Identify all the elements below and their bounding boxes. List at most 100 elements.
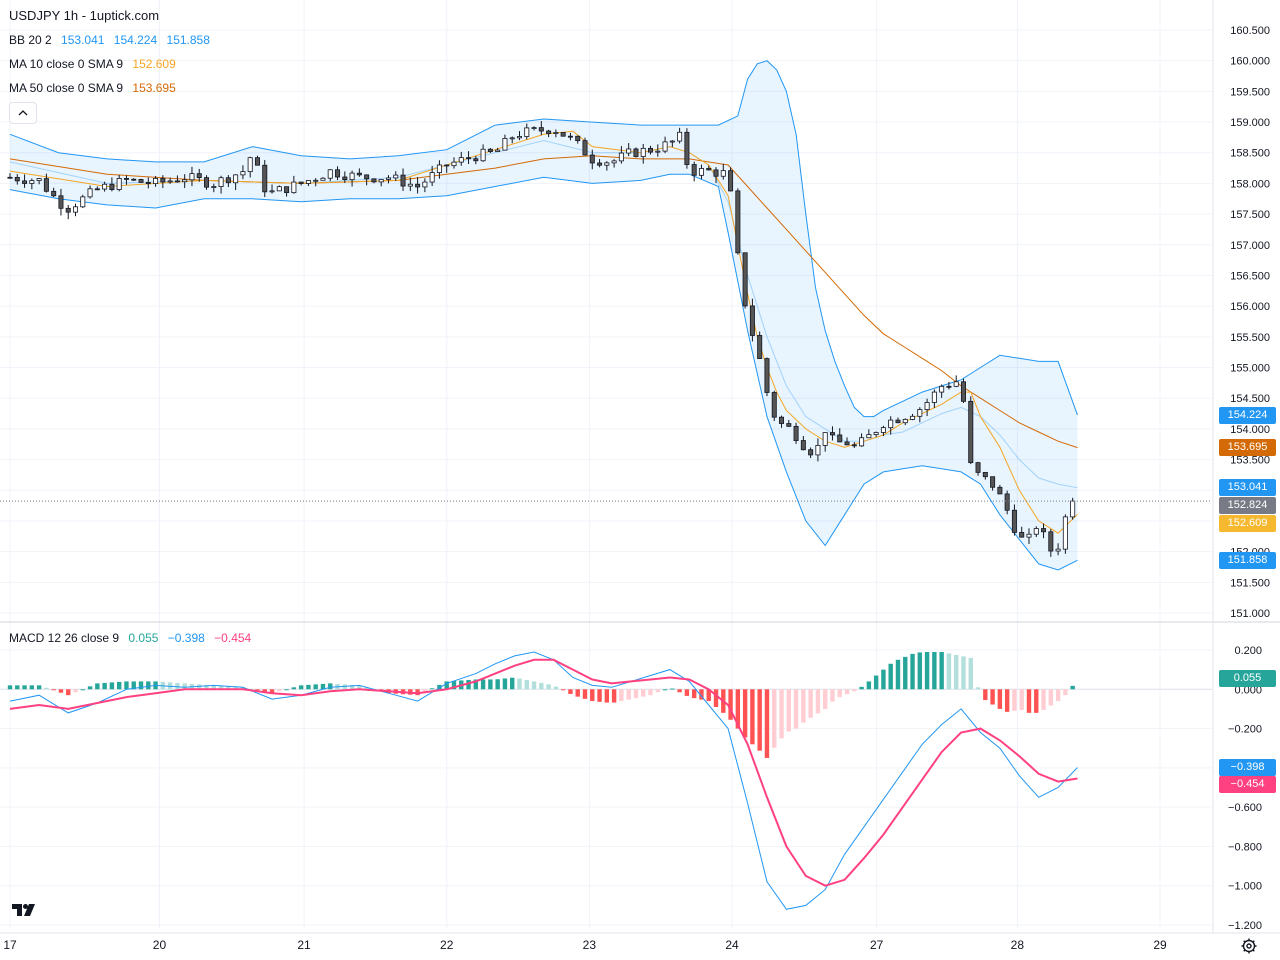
- macd-histogram-bar: [473, 679, 479, 690]
- candle: [1041, 523, 1047, 539]
- candle: [480, 144, 486, 162]
- candle: [160, 175, 166, 189]
- macd-histogram-bar: [182, 683, 187, 690]
- candle: [102, 181, 108, 192]
- candle-body: [662, 141, 668, 152]
- macd-histogram-bar: [750, 689, 755, 745]
- candle-body: [1055, 548, 1061, 552]
- macd-histogram-bar: [655, 689, 660, 693]
- candle-body: [953, 381, 959, 387]
- candle: [691, 161, 697, 182]
- macd-histogram-bar: [539, 682, 544, 690]
- price-axis[interactable]: 151.000151.500152.000152.500153.000153.5…: [1228, 25, 1270, 932]
- candle-body: [487, 148, 493, 152]
- candle: [320, 177, 326, 181]
- price-tick-label: 158.000: [1230, 178, 1270, 190]
- candle-body: [131, 178, 137, 181]
- candle-body: [939, 385, 945, 393]
- candle-body: [385, 177, 391, 180]
- candle: [247, 156, 253, 178]
- macd-histogram-bar: [517, 678, 522, 690]
- macd-histogram-bar: [975, 687, 981, 690]
- macd-histogram-bar: [590, 689, 595, 702]
- price-tick-label: 160.500: [1230, 25, 1270, 37]
- macd-histogram-bar: [109, 682, 115, 690]
- macd-signal-line: [9, 658, 1078, 887]
- candle: [815, 438, 821, 462]
- macd-histogram-bar: [604, 689, 610, 703]
- candle: [968, 396, 974, 465]
- candle-body: [917, 409, 923, 417]
- candle-body: [698, 168, 704, 176]
- candle-body: [604, 162, 610, 166]
- macd-histogram-bar: [226, 686, 231, 690]
- candle-body: [22, 180, 28, 184]
- candle-body: [975, 462, 981, 473]
- macd-histogram-bar: [961, 656, 966, 690]
- candle: [808, 447, 814, 459]
- candle-body: [611, 160, 617, 164]
- candle-body: [291, 181, 297, 194]
- ma50-legend[interactable]: MA 50 close 0 SMA 9 153.695: [9, 81, 176, 95]
- candle-body: [473, 158, 479, 162]
- candle: [1070, 497, 1076, 520]
- macd-histogram-bar: [44, 687, 49, 690]
- candle-body: [757, 335, 763, 359]
- candle: [633, 147, 639, 158]
- candle: [749, 298, 755, 342]
- price-tick-label: 151.000: [1230, 608, 1270, 620]
- candle-body: [960, 381, 966, 402]
- grid-lines: [0, 0, 1280, 934]
- candle: [975, 461, 981, 476]
- candle-body: [1011, 509, 1017, 533]
- candle-body: [589, 154, 595, 164]
- tradingview-logo-icon[interactable]: [10, 900, 38, 920]
- candle-body: [400, 174, 406, 187]
- time-tick-label: 28: [1011, 938, 1025, 952]
- candle: [771, 390, 777, 422]
- candle-body: [422, 181, 428, 188]
- time-tick-label: 24: [725, 938, 739, 952]
- macd-histogram-bar: [7, 685, 13, 690]
- candle-body: [640, 147, 646, 157]
- collapse-legend-button[interactable]: [9, 102, 37, 124]
- tag-ma50: 153.695: [1219, 439, 1276, 457]
- candle: [436, 160, 442, 179]
- candle-body: [298, 181, 304, 184]
- macd-legend[interactable]: MACD 12 26 close 9 0.055 −0.398 −0.454: [9, 631, 251, 645]
- macd-histogram-bar: [997, 689, 1003, 709]
- candle-body: [531, 127, 537, 130]
- candle-body: [982, 472, 988, 478]
- candle-body: [866, 434, 872, 439]
- candle-body: [560, 132, 566, 137]
- candle: [509, 136, 515, 144]
- candle-body: [771, 392, 777, 418]
- ma10-legend[interactable]: MA 10 close 0 SMA 9 152.609: [9, 57, 176, 71]
- macd-histogram-bar: [728, 689, 733, 720]
- time-axis[interactable]: 17 20 21 22 23 24 27 28 29: [3, 938, 1167, 952]
- candle-body: [480, 148, 486, 162]
- candle-body: [968, 400, 974, 464]
- macd-histogram-bar: [218, 685, 224, 690]
- candle-body: [567, 135, 573, 138]
- macd-histogram-bar: [1048, 689, 1054, 706]
- candle: [575, 135, 581, 144]
- bb-legend[interactable]: BB 20 2 153.041 154.224 151.858: [9, 33, 210, 47]
- candle: [22, 174, 28, 188]
- candle-body: [94, 188, 100, 191]
- candle: [204, 175, 210, 190]
- macd-line-value: −0.398: [167, 631, 205, 645]
- candle: [240, 165, 246, 180]
- candle-body: [597, 162, 603, 166]
- time-tick-label: 17: [3, 938, 17, 952]
- macd-histogram-bar: [510, 677, 515, 690]
- settings-gear-icon[interactable]: [1240, 937, 1258, 955]
- candle: [604, 161, 610, 171]
- tag-macd-signal: −0.454: [1219, 775, 1276, 793]
- macd-histogram-bar: [852, 689, 857, 692]
- macd-histogram-bar: [844, 689, 850, 695]
- macd-histogram-bar: [146, 681, 151, 690]
- price-tick-label: 155.000: [1230, 363, 1270, 375]
- candle-body: [1041, 528, 1047, 533]
